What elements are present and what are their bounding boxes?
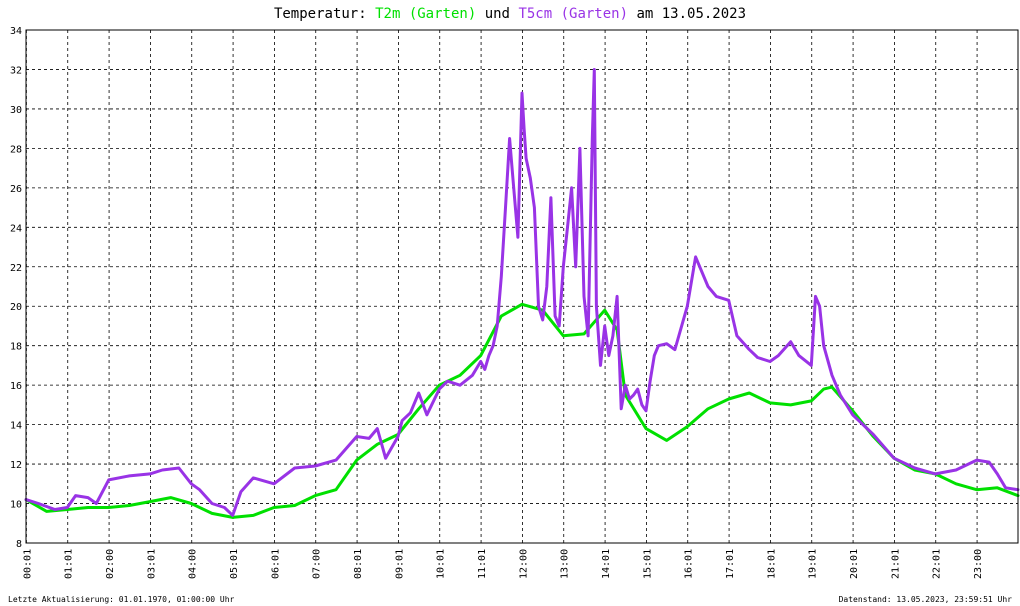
- x-tick-label: 04:00: [188, 549, 199, 579]
- y-tick-label: 14: [10, 421, 22, 432]
- x-tick-label: 07:00: [312, 549, 323, 579]
- footer-right: Datenstand: 13.05.2023, 23:59:51 Uhr: [839, 595, 1013, 604]
- footer-left: Letzte Aktualisierung: 01.01.1970, 01:00…: [8, 595, 235, 604]
- x-tick-label: 06:01: [270, 549, 281, 579]
- x-tick-label: 10:01: [436, 549, 447, 579]
- x-tick-label: 21:01: [890, 549, 901, 579]
- x-tick-label: 20:01: [849, 549, 860, 579]
- y-tick-label: 12: [10, 460, 22, 471]
- title-mid: und: [485, 6, 510, 22]
- y-tick-label: 10: [10, 500, 22, 511]
- y-tick-label: 8: [16, 539, 22, 550]
- title-series2: T5cm (Garten): [518, 6, 628, 22]
- x-tick-label: 01:01: [64, 549, 75, 579]
- y-tick-label: 26: [10, 184, 22, 195]
- x-tick-label: 09:01: [394, 549, 405, 579]
- y-tick-label: 28: [10, 144, 22, 155]
- y-tick-label: 20: [10, 302, 22, 313]
- y-tick-label: 30: [10, 105, 22, 116]
- title-prefix: Temperatur:: [274, 6, 367, 22]
- title-series1: T2m (Garten): [375, 6, 476, 22]
- y-tick-label: 16: [10, 381, 22, 392]
- title-suffix: am 13.05.2023: [636, 6, 746, 22]
- series-line-t5cm: [24, 68, 1020, 517]
- x-tick-label: 14:01: [601, 549, 612, 579]
- x-tick-label: 12:00: [518, 549, 529, 579]
- x-tick-label: 00:01: [22, 549, 33, 579]
- y-tick-label: 24: [10, 223, 22, 234]
- x-tick-label: 18:01: [766, 549, 777, 579]
- x-tick-label: 19:01: [808, 549, 819, 579]
- grid: [26, 30, 1018, 543]
- y-tick-label: 34: [10, 26, 22, 37]
- chart-title: Temperatur: T2m (Garten) und T5cm (Garte…: [274, 6, 746, 22]
- x-tick-label: 03:01: [146, 549, 157, 579]
- x-tick-label: 11:01: [477, 549, 488, 579]
- x-tick-label: 08:01: [353, 549, 364, 579]
- y-tick-label: 18: [10, 342, 22, 353]
- x-tick-label: 02:00: [105, 549, 116, 579]
- x-tick-label: 05:01: [229, 549, 240, 579]
- x-tick-label: 23:00: [973, 549, 984, 579]
- x-tick-label: 13:00: [560, 549, 571, 579]
- x-axis-ticks: 00:01 01:01 02:00 03:01 04:00 05:01 06:01 07:00…: [22, 549, 984, 579]
- series-line-t2m: [24, 302, 1020, 519]
- series-layer: [24, 68, 1020, 519]
- x-tick-label: 16:01: [684, 549, 695, 579]
- x-tick-label: 15:01: [642, 549, 653, 579]
- x-tick-label: 22:01: [932, 549, 943, 579]
- x-tick-label: 17:01: [725, 549, 736, 579]
- y-axis-ticks: 8 10 12 14 16 18 20 22 24 26 28 30 32 34: [10, 26, 22, 550]
- y-tick-label: 32: [10, 65, 22, 76]
- plot-frame: [25, 29, 1019, 544]
- y-tick-label: 22: [10, 263, 22, 274]
